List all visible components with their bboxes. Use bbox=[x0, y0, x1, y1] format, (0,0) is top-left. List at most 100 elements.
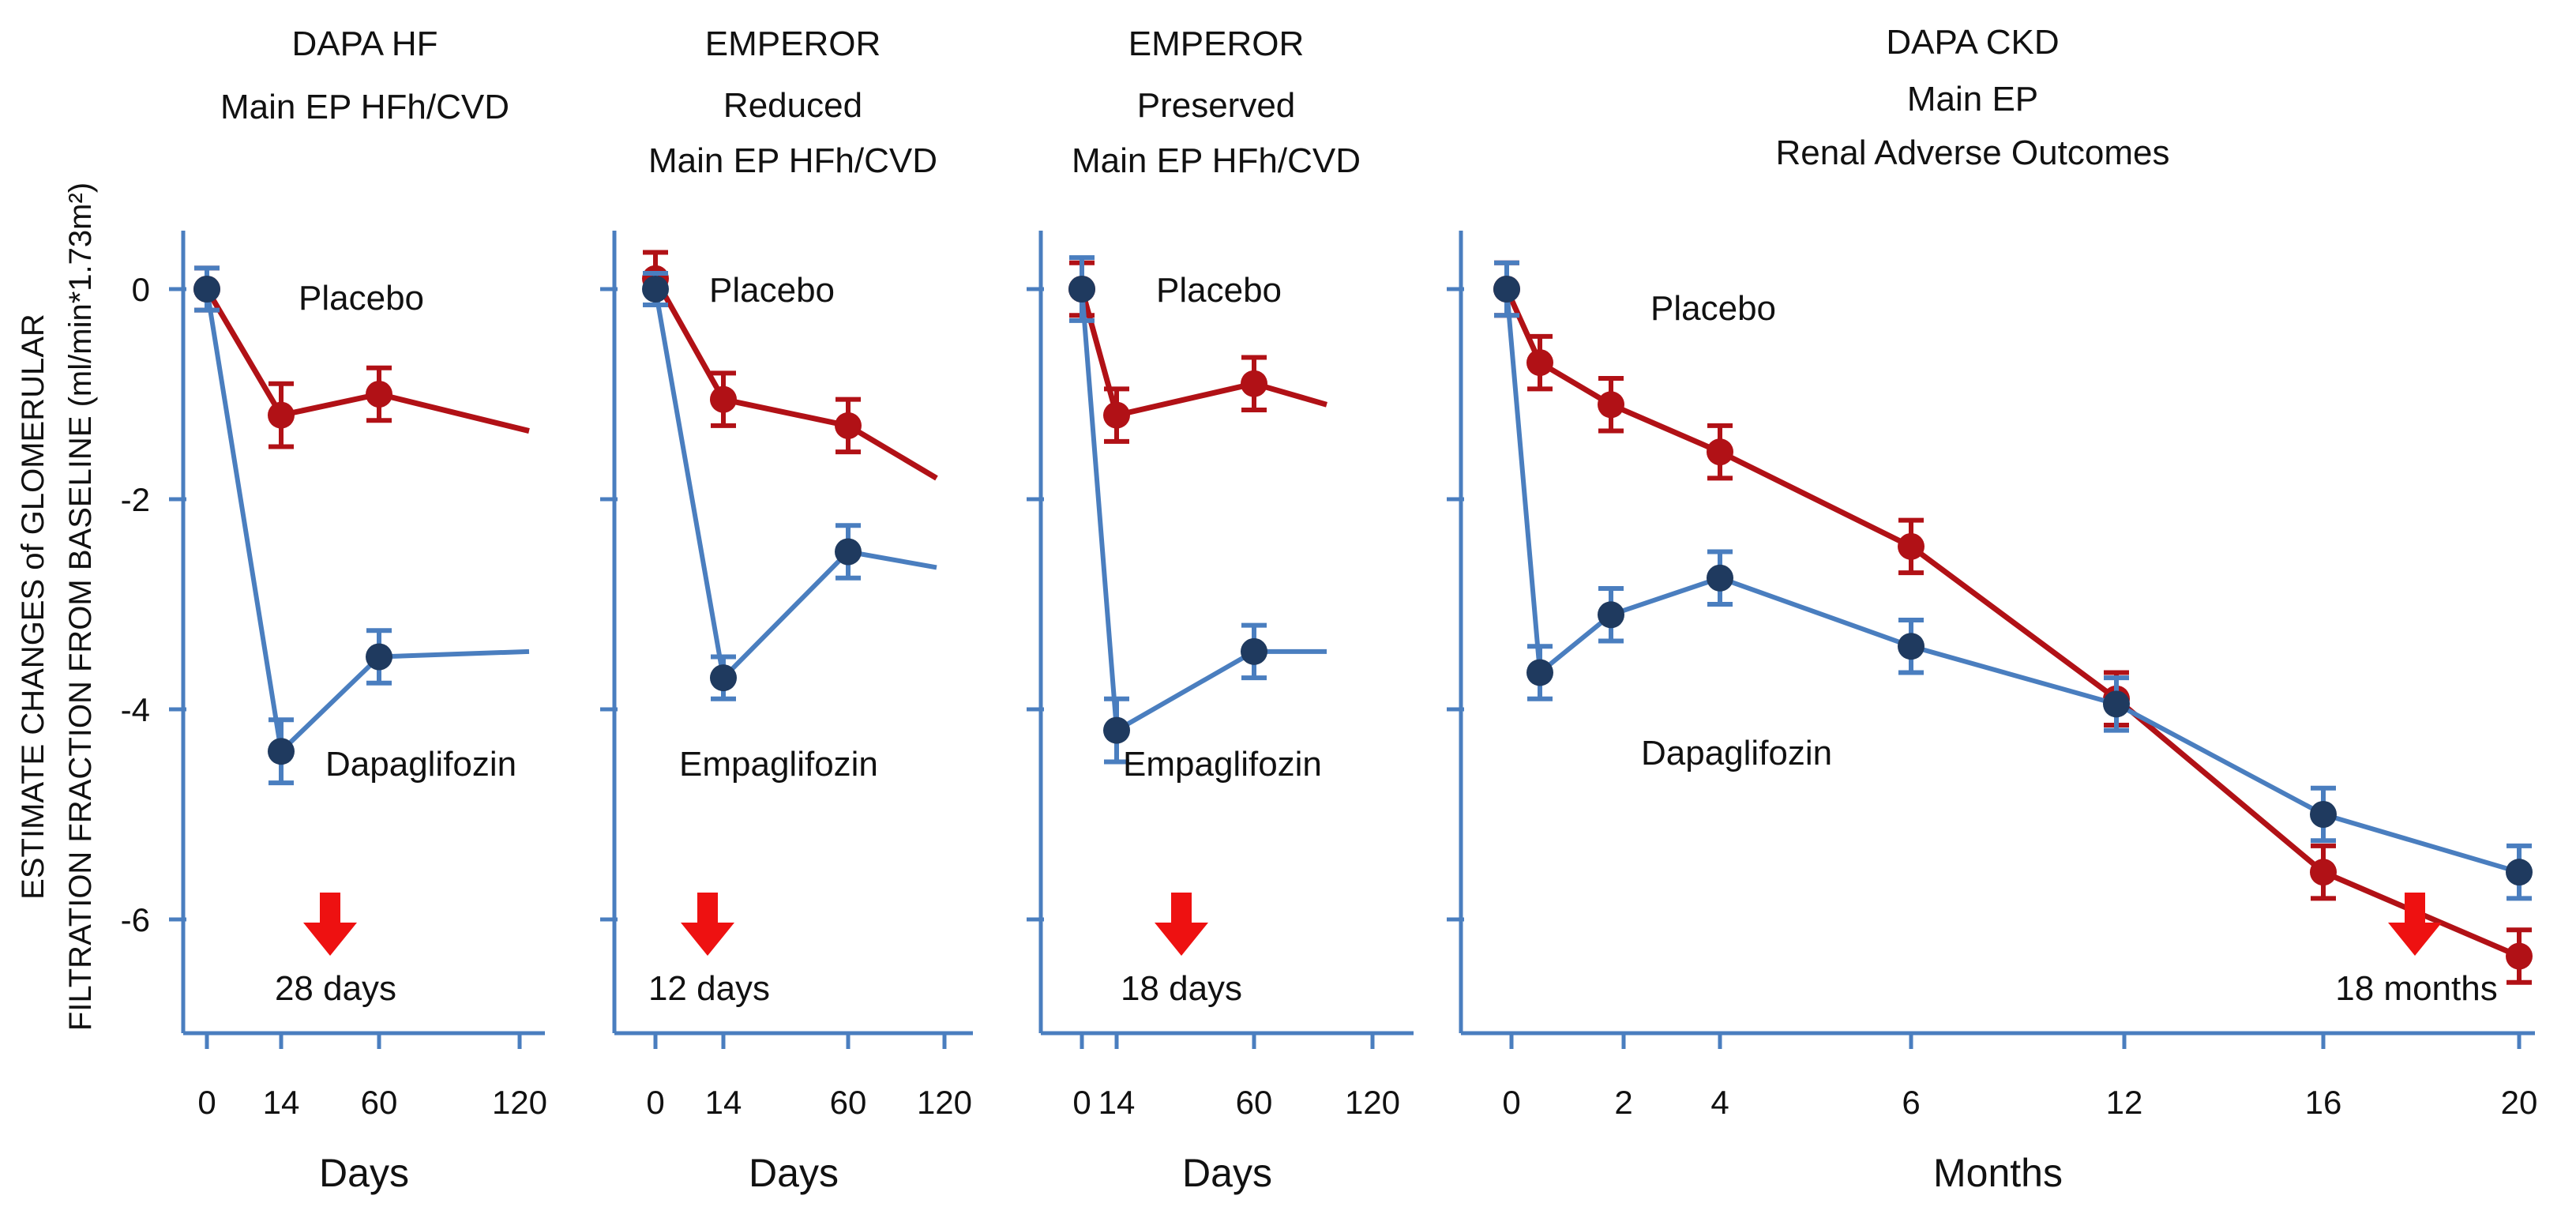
y-tick-label: 0 bbox=[132, 271, 150, 308]
drug-label: Empaglifozin bbox=[1123, 745, 1322, 784]
data-point bbox=[835, 538, 862, 566]
y-tick-label: -2 bbox=[121, 481, 150, 518]
x-tick-label: 0 bbox=[197, 1084, 216, 1121]
series-drug bbox=[1068, 255, 1327, 765]
data-point bbox=[710, 664, 737, 692]
y-axis-label: ESTIMATE CHANGES of GLOMERULAR FILTRATION… bbox=[16, 182, 98, 1031]
data-point bbox=[366, 381, 392, 408]
data-point bbox=[710, 385, 737, 413]
y-tick-label: -6 bbox=[121, 901, 150, 938]
x-tick-label: 60 bbox=[361, 1084, 398, 1121]
x-tick-label: 120 bbox=[1345, 1084, 1400, 1121]
panel-title-line: Main EP HFh/CVD bbox=[1072, 141, 1361, 180]
data-point bbox=[1898, 532, 1924, 560]
panel-title-line: Reduced bbox=[723, 86, 862, 125]
x-axis-label: Months bbox=[1933, 1151, 2063, 1195]
panel-title-line: EMPEROR bbox=[705, 24, 881, 63]
x-tick-label: 0 bbox=[1072, 1084, 1091, 1121]
x-tick-label: 0 bbox=[646, 1084, 664, 1121]
drug-label: Dapaglifozin bbox=[325, 745, 516, 784]
data-point bbox=[2506, 942, 2533, 970]
panel-title-line: DAPA HF bbox=[291, 24, 437, 63]
series-drug bbox=[193, 265, 530, 786]
panel-1: DAPA HF Main EP HFh/CVD 0 -2 -4 -6 0 14 60 120 Day… bbox=[121, 24, 547, 1195]
arrow-label: 18 months bbox=[2335, 969, 2497, 1008]
data-point bbox=[1526, 349, 1553, 377]
data-point bbox=[268, 738, 295, 765]
drug-label: Empaglifozin bbox=[679, 745, 878, 784]
x-tick-label: 0 bbox=[1502, 1084, 1520, 1121]
panel-title-line: EMPEROR bbox=[1128, 24, 1304, 63]
data-point bbox=[1526, 659, 1553, 686]
panel-title-line: Main EP bbox=[1907, 80, 2038, 118]
panel-title-line: Renal Adverse Outcomes bbox=[1776, 133, 2170, 172]
arrow-down-icon bbox=[681, 893, 734, 956]
x-tick-label: 120 bbox=[492, 1084, 547, 1121]
x-tick-label: 4 bbox=[1710, 1084, 1729, 1121]
arrow-down-icon bbox=[1155, 893, 1208, 956]
placebo-label: Placebo bbox=[709, 271, 835, 310]
arrow-down-icon bbox=[303, 893, 357, 956]
series-line bbox=[1079, 288, 1327, 419]
arrow-label: 12 days bbox=[648, 969, 770, 1008]
series-line bbox=[1504, 288, 2521, 959]
panel-title-line: Preserved bbox=[1137, 86, 1296, 125]
data-point bbox=[1493, 276, 1520, 303]
data-point bbox=[1068, 276, 1095, 303]
arrow-label: 18 days bbox=[1121, 969, 1242, 1008]
series-drug bbox=[642, 271, 937, 701]
x-axis-label: Days bbox=[1182, 1151, 1272, 1195]
arrow-label: 28 days bbox=[275, 969, 396, 1008]
data-point bbox=[193, 276, 220, 303]
placebo-label: Placebo bbox=[299, 279, 424, 318]
data-point bbox=[2506, 859, 2533, 886]
panel-3: EMPEROR Preserved Main EP HFh/CVD 0 14 60 120 D… bbox=[1027, 24, 1414, 1195]
x-axis-label: Days bbox=[319, 1151, 409, 1195]
x-tick-label: 120 bbox=[917, 1084, 972, 1121]
data-point bbox=[1103, 716, 1130, 744]
series-line bbox=[1504, 288, 2520, 875]
x-tick-label: 60 bbox=[830, 1084, 867, 1121]
data-point bbox=[1241, 370, 1267, 397]
data-point bbox=[1707, 564, 1733, 592]
data-point bbox=[1707, 438, 1733, 466]
x-tick-label: 14 bbox=[705, 1084, 742, 1121]
series-line bbox=[653, 288, 937, 681]
data-point bbox=[1103, 401, 1130, 429]
x-axis-label: Days bbox=[749, 1151, 839, 1195]
x-tick-label: 60 bbox=[1236, 1084, 1273, 1121]
panel-title-line: DAPA CKD bbox=[1886, 23, 2059, 62]
x-tick-label: 16 bbox=[2305, 1084, 2342, 1121]
drug-label: Dapaglifozin bbox=[1641, 734, 1832, 773]
panel-2: EMPEROR Reduced Main EP HFh/CVD 0 14 60 120 Day… bbox=[600, 24, 973, 1195]
data-point bbox=[268, 401, 295, 429]
series-line bbox=[204, 288, 530, 434]
placebo-label: Placebo bbox=[1156, 271, 1282, 310]
data-point bbox=[2310, 801, 2337, 828]
series-line bbox=[205, 288, 530, 754]
x-tick-label: 12 bbox=[2106, 1084, 2143, 1121]
x-tick-label: 6 bbox=[1902, 1084, 1920, 1121]
series-line bbox=[1080, 288, 1327, 733]
data-point bbox=[1241, 637, 1267, 665]
x-tick-label: 14 bbox=[263, 1084, 300, 1121]
data-point bbox=[2103, 690, 2130, 718]
data-point bbox=[1598, 601, 1624, 629]
panel-title-line: Main EP HFh/CVD bbox=[220, 88, 509, 126]
data-point bbox=[1898, 633, 1924, 660]
arrow-down-icon bbox=[2388, 893, 2442, 956]
data-point bbox=[366, 643, 392, 671]
x-tick-label: 14 bbox=[1098, 1084, 1136, 1121]
y-tick-label: -4 bbox=[121, 691, 150, 728]
series-line bbox=[652, 276, 938, 481]
data-point bbox=[2310, 859, 2337, 886]
data-point bbox=[1598, 391, 1624, 419]
x-tick-label: 2 bbox=[1614, 1084, 1632, 1121]
panel-4: DAPA CKD Main EP Renal Adverse Outcomes 0 2 4… bbox=[1447, 23, 2537, 1195]
series-drug bbox=[1493, 260, 2533, 901]
data-point bbox=[642, 276, 669, 303]
series-placebo bbox=[1493, 260, 2533, 985]
placebo-label: Placebo bbox=[1650, 289, 1776, 328]
